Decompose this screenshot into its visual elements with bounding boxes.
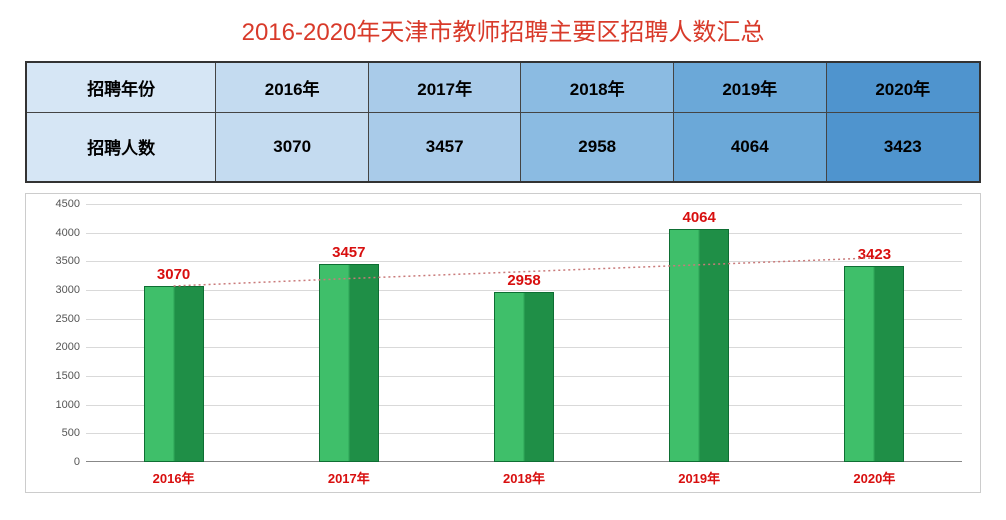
col-header: 2020年 xyxy=(826,62,980,112)
summary-table: 招聘年份 2016年 2017年 2018年 2019年 2020年 招聘人数 … xyxy=(25,61,981,183)
page-title: 2016-2020年天津市教师招聘主要区招聘人数汇总 xyxy=(0,0,1006,61)
table-row: 招聘人数 3070 3457 2958 4064 3423 xyxy=(26,112,980,182)
col-header: 2017年 xyxy=(368,62,521,112)
y-tick-label: 4500 xyxy=(56,198,86,210)
x-tick-label: 2020年 xyxy=(853,462,895,487)
x-tick-label: 2019年 xyxy=(678,462,720,487)
plot-area: 0500100015002000250030003500400045003070… xyxy=(86,204,962,462)
y-tick-label: 0 xyxy=(74,456,86,468)
bar-chart: 0500100015002000250030003500400045003070… xyxy=(25,193,981,493)
y-tick-label: 1000 xyxy=(56,399,86,411)
cell-value: 3457 xyxy=(368,112,521,182)
cell-value: 3423 xyxy=(826,112,980,182)
y-tick-label: 2500 xyxy=(56,313,86,325)
table-row: 招聘年份 2016年 2017年 2018年 2019年 2020年 xyxy=(26,62,980,112)
col-header: 2018年 xyxy=(521,62,674,112)
x-tick-label: 2017年 xyxy=(328,462,370,487)
y-tick-label: 1500 xyxy=(56,370,86,382)
cell-value: 2958 xyxy=(521,112,674,182)
cell-value: 3070 xyxy=(216,112,369,182)
y-tick-label: 3000 xyxy=(56,284,86,296)
y-tick-label: 4000 xyxy=(56,227,86,239)
row-label: 招聘人数 xyxy=(26,112,216,182)
y-tick-label: 2000 xyxy=(56,341,86,353)
x-tick-label: 2016年 xyxy=(153,462,195,487)
col-header: 2016年 xyxy=(216,62,369,112)
cell-value: 4064 xyxy=(673,112,826,182)
y-tick-label: 500 xyxy=(62,427,86,439)
col-header: 2019年 xyxy=(673,62,826,112)
row-label: 招聘年份 xyxy=(26,62,216,112)
y-tick-label: 3500 xyxy=(56,255,86,267)
trend-line xyxy=(86,204,962,462)
x-tick-label: 2018年 xyxy=(503,462,545,487)
